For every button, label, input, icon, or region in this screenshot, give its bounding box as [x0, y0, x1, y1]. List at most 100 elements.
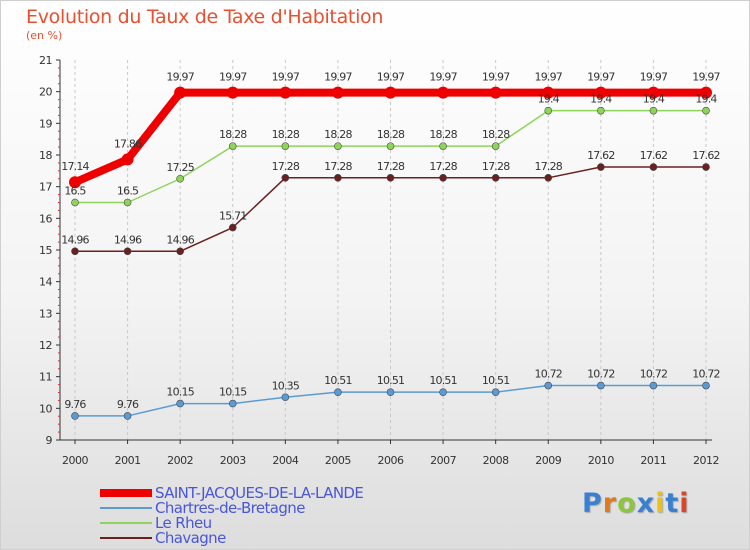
- logo-letter-3: x: [636, 488, 656, 519]
- y-tick-label-16: 16: [39, 212, 52, 225]
- data-point-s0-2012: [700, 86, 712, 99]
- y-tick-label-18: 18: [39, 149, 52, 162]
- data-point-s1-2008: [491, 388, 500, 396]
- data-point-s3-2003: [228, 223, 237, 232]
- data-point-s2-2005: [334, 142, 342, 150]
- chart-subtitle: (en %): [26, 29, 63, 42]
- data-point-s2-2007: [439, 142, 447, 150]
- data-label-s0-2007: 19.97: [429, 71, 457, 84]
- data-point-s3-2002: [176, 247, 184, 256]
- data-point-s3-2011: [649, 163, 658, 171]
- data-point-s2-2001: [123, 198, 132, 207]
- data-label-s1-2009: 10.72: [535, 368, 563, 381]
- legend-label-saint-jacques: SAINT-JACQUES-DE-LA-LANDE: [155, 484, 364, 502]
- data-point-s1-2005: [334, 388, 342, 396]
- data-point-s1-2011: [649, 381, 658, 390]
- data-point-s0-2007: [437, 86, 450, 99]
- y-tick-label-15: 15: [39, 244, 52, 257]
- data-label-s2-2007: 18.28: [429, 128, 457, 141]
- data-point-s3-2004: [281, 174, 290, 182]
- data-point-s2-2011: [649, 106, 658, 115]
- data-label-s2-2010: 19.4: [590, 93, 612, 106]
- data-label-s3-2002: 14.96: [166, 233, 194, 246]
- data-label-s2-2006: 18.28: [377, 128, 405, 141]
- chart-title: Evolution du Taux de Taxe d'Habitation: [26, 6, 384, 28]
- logo-letter-0: P: [582, 488, 603, 519]
- data-label-s1-2002: 10.15: [166, 386, 194, 399]
- data-label-s3-2006: 17.28: [377, 160, 405, 173]
- data-point-s3-2008: [491, 174, 500, 182]
- data-point-s3-2005: [334, 174, 342, 182]
- data-label-s3-2003: 15.71: [219, 210, 247, 223]
- data-point-s0-2010: [594, 86, 607, 99]
- logo-letter-2: o: [617, 488, 637, 519]
- data-label-s0-2008: 19.97: [482, 71, 510, 84]
- data-point-s2-2010: [597, 106, 605, 115]
- data-point-s3-2012: [702, 163, 710, 171]
- data-point-s2-2000: [71, 198, 79, 207]
- data-label-s3-2004: 17.28: [272, 160, 300, 173]
- legend-swatch-chavagne: [100, 537, 152, 539]
- logo-letter-5: t: [665, 488, 680, 519]
- y-tick-label-9: 9: [46, 434, 53, 447]
- data-point-s0-2003: [226, 86, 239, 99]
- x-tick-label-2011: 2011: [640, 454, 666, 467]
- x-tick-label-2010: 2010: [588, 454, 614, 467]
- data-label-s1-2006: 10.51: [377, 374, 405, 387]
- data-label-s0-2005: 19.97: [324, 71, 352, 84]
- data-point-s2-2002: [176, 174, 184, 183]
- x-tick-label-2009: 2009: [535, 454, 561, 467]
- y-tick-label-10: 10: [39, 402, 52, 415]
- x-tick-label-2003: 2003: [220, 454, 246, 467]
- data-point-s2-2006: [386, 142, 395, 150]
- data-label-s2-2008: 18.28: [482, 128, 510, 141]
- data-point-s1-2003: [228, 399, 237, 408]
- y-tick-label-12: 12: [39, 339, 52, 352]
- data-point-s3-2000: [71, 247, 79, 256]
- x-tick-label-2000: 2000: [62, 454, 88, 467]
- data-label-s3-2000: 14.96: [61, 233, 89, 246]
- data-label-s0-2009: 19.97: [535, 71, 563, 84]
- x-tick-label-2006: 2006: [378, 454, 404, 467]
- data-label-s3-2005: 17.28: [324, 160, 352, 173]
- y-tick-label-13: 13: [39, 307, 52, 320]
- data-point-s2-2004: [281, 142, 290, 150]
- data-label-s1-2010: 10.72: [587, 368, 615, 381]
- data-label-s1-2007: 10.51: [429, 374, 457, 387]
- data-point-s0-2001: [121, 153, 134, 166]
- legend-swatch-chartres: [100, 507, 152, 509]
- data-label-s2-2012: 19.4: [695, 93, 717, 106]
- legend-swatch-saint-jacques: [100, 489, 152, 497]
- data-point-s3-2006: [386, 174, 395, 182]
- x-tick-label-2004: 2004: [272, 454, 298, 467]
- data-point-s3-2007: [439, 174, 447, 182]
- logo-letter-4: i: [655, 488, 666, 519]
- data-label-s0-2011: 19.97: [640, 71, 668, 84]
- data-label-s0-2010: 19.97: [587, 71, 615, 84]
- data-point-s0-2005: [331, 86, 344, 99]
- data-point-s3-2009: [544, 174, 553, 182]
- data-label-s0-2002: 19.97: [166, 71, 194, 84]
- data-point-s2-2009: [544, 106, 553, 115]
- data-label-s1-2012: 10.72: [692, 368, 720, 381]
- data-point-s1-2010: [597, 381, 605, 390]
- data-point-s0-2009: [542, 86, 555, 99]
- data-label-s2-2009: 19.4: [538, 93, 560, 106]
- legend-label-chartres: Chartres-de-Bretagne: [155, 499, 305, 517]
- data-point-s0-2008: [489, 86, 502, 99]
- data-point-s2-2008: [491, 142, 500, 150]
- data-label-s1-2011: 10.72: [640, 368, 668, 381]
- x-tick-label-2001: 2001: [115, 454, 141, 467]
- data-label-s2-2011: 19.4: [643, 93, 665, 106]
- data-point-s3-2001: [123, 247, 132, 256]
- data-label-s0-2001: 17.86: [114, 137, 142, 150]
- data-point-s1-2009: [544, 381, 553, 390]
- data-point-s2-2003: [228, 142, 237, 150]
- data-label-s0-2004: 19.97: [272, 71, 300, 84]
- data-label-s0-2000: 17.14: [61, 160, 89, 173]
- x-tick-label-2002: 2002: [167, 454, 193, 467]
- data-label-s3-2011: 17.62: [640, 149, 668, 162]
- data-label-s1-2000: 9.76: [64, 398, 86, 411]
- data-label-s3-2001: 14.96: [114, 233, 142, 246]
